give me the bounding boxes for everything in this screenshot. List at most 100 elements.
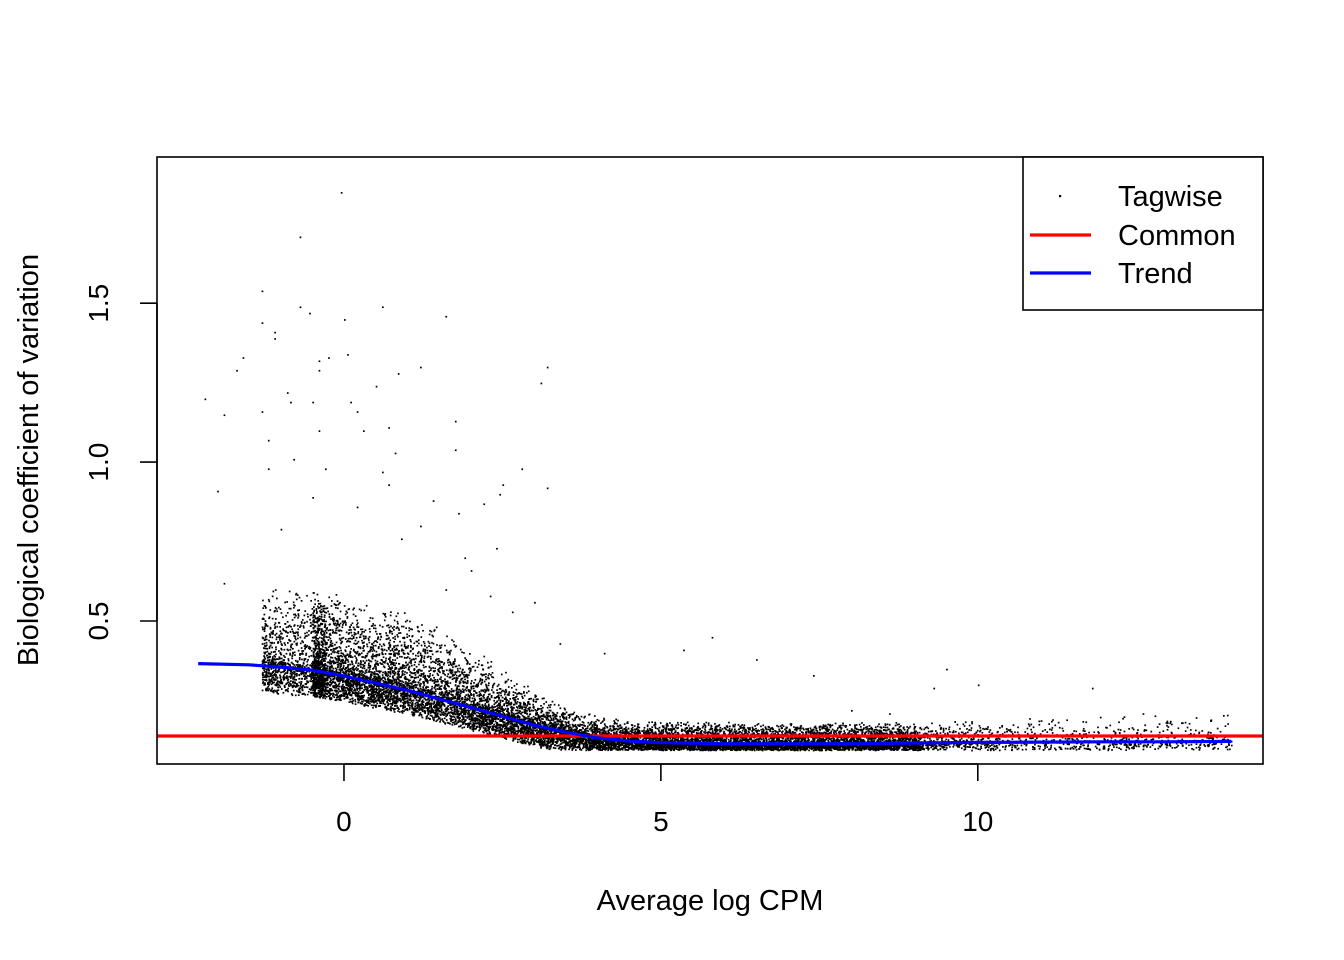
tagwise-point xyxy=(958,746,960,748)
tagwise-point xyxy=(493,725,496,728)
tagwise-point xyxy=(454,695,457,698)
tagwise-point xyxy=(412,695,415,698)
tagwise-point xyxy=(528,731,531,733)
tagwise-point xyxy=(411,680,414,683)
tagwise-point xyxy=(373,675,375,678)
tagwise-point xyxy=(686,737,689,740)
tagwise-point xyxy=(549,747,552,750)
tagwise-point xyxy=(1011,733,1014,735)
tagwise-point xyxy=(615,718,617,721)
tagwise-point xyxy=(971,738,974,741)
tagwise-point xyxy=(506,699,508,701)
tagwise-point xyxy=(816,731,819,734)
tagwise-point xyxy=(590,729,592,732)
tagwise-point xyxy=(292,663,294,665)
tagwise-point xyxy=(386,675,389,678)
tagwise-point xyxy=(452,712,454,714)
tagwise-point xyxy=(360,670,362,672)
tagwise-point xyxy=(924,732,927,735)
tagwise-point xyxy=(981,737,984,740)
tagwise-point xyxy=(479,728,481,730)
tagwise-point xyxy=(460,679,462,681)
tagwise-point xyxy=(446,707,449,710)
tagwise-point xyxy=(375,691,378,694)
tagwise-point xyxy=(330,656,332,659)
tagwise-point xyxy=(539,719,541,722)
tagwise-point xyxy=(342,654,345,656)
tagwise-point xyxy=(466,682,469,684)
tagwise-point xyxy=(654,726,657,728)
tagwise-point xyxy=(351,667,354,669)
tagwise-point xyxy=(321,681,323,684)
tagwise-point xyxy=(321,619,323,621)
tagwise-point xyxy=(437,670,440,673)
tagwise-point xyxy=(702,725,705,728)
tagwise-point xyxy=(304,635,307,637)
tagwise-point xyxy=(615,747,618,750)
tagwise-point xyxy=(359,698,362,701)
tagwise-point xyxy=(359,646,362,649)
tagwise-point xyxy=(718,739,720,742)
tagwise-point xyxy=(354,655,356,658)
tagwise-point xyxy=(636,730,639,733)
tagwise-point xyxy=(429,629,431,632)
tagwise-point xyxy=(736,749,738,752)
tagwise-point xyxy=(401,680,403,683)
tagwise-point xyxy=(416,625,419,628)
tagwise-point xyxy=(859,737,861,740)
tagwise-point xyxy=(464,712,467,714)
tagwise-point xyxy=(479,677,482,680)
tagwise-point xyxy=(375,706,377,708)
tagwise-point xyxy=(330,675,332,677)
tagwise-point xyxy=(429,650,432,652)
tagwise-point xyxy=(836,729,839,731)
tagwise-point xyxy=(1085,747,1087,750)
tagwise-point xyxy=(310,632,312,634)
tagwise-point xyxy=(342,624,344,626)
tagwise-point xyxy=(264,676,267,679)
tagwise-point xyxy=(435,626,438,629)
tagwise-point xyxy=(867,730,869,732)
tagwise-point xyxy=(859,749,861,751)
tagwise-point xyxy=(704,732,706,734)
tagwise-point xyxy=(575,738,578,741)
tagwise-point xyxy=(1006,739,1009,742)
tagwise-point xyxy=(459,725,462,728)
tagwise-point xyxy=(322,630,325,633)
tagwise-point xyxy=(565,745,567,747)
tagwise-point xyxy=(403,612,406,614)
tagwise-point xyxy=(395,647,398,650)
tagwise-point xyxy=(326,693,329,695)
tagwise-point xyxy=(389,659,391,662)
tagwise-point xyxy=(544,744,546,747)
tagwise-point xyxy=(458,700,461,703)
tagwise-point xyxy=(457,720,460,722)
tagwise-point xyxy=(744,739,747,742)
tagwise-point xyxy=(822,724,825,726)
tagwise-point xyxy=(354,668,357,670)
tagwise-point xyxy=(456,713,459,715)
tagwise-point xyxy=(379,680,382,682)
tagwise-point xyxy=(470,713,473,716)
tagwise-point xyxy=(418,668,421,671)
tagwise-point xyxy=(721,739,724,742)
tagwise-point xyxy=(458,707,461,710)
tagwise-point xyxy=(368,639,370,641)
tagwise-point xyxy=(461,671,463,673)
tagwise-point xyxy=(394,690,396,692)
tagwise-point xyxy=(640,748,642,751)
tagwise-point xyxy=(1118,747,1120,749)
tagwise-point xyxy=(426,703,429,706)
tagwise-point xyxy=(468,690,470,693)
tagwise-point xyxy=(894,724,897,727)
tagwise-point xyxy=(266,689,268,692)
tagwise-point xyxy=(285,626,288,629)
tagwise-point xyxy=(927,727,930,730)
tagwise-point xyxy=(869,728,871,730)
tagwise-point xyxy=(694,738,697,741)
tagwise-point xyxy=(402,699,405,701)
tagwise-point xyxy=(668,731,670,734)
tagwise-point xyxy=(838,745,840,748)
tagwise-point xyxy=(542,718,544,720)
tagwise-point xyxy=(321,678,324,680)
